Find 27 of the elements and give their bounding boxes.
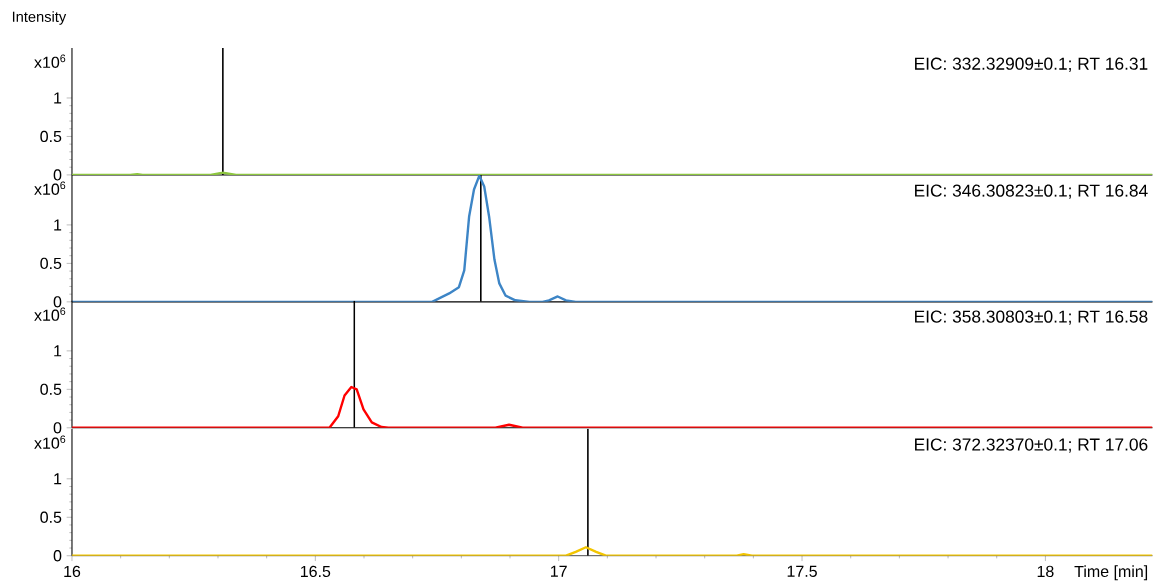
y-tick-label: 1 (54, 473, 62, 485)
text: x10$^{6}$ (34, 307, 66, 322)
y-tick-label: 0.5 (40, 130, 62, 143)
y-tick-label: 1 (54, 219, 62, 231)
x-tick-label: 18 (1037, 565, 1054, 578)
y-tick-label: 0 (53, 550, 62, 562)
y-tick-label: 1 (54, 92, 62, 104)
annotation: EIC: 358.30803±0.1; RT 16.58 (915, 310, 1148, 325)
y-tick-label: 0 (53, 422, 62, 434)
y-tick-label: 1 (54, 345, 62, 357)
x-tick-label: 17 (551, 565, 567, 577)
x-tick-label: 16 (64, 565, 81, 578)
x-axis-title: Time [min] (1074, 565, 1148, 581)
text: x10$^{6}$ (34, 435, 66, 449)
annotation: EIC: 372.32370±0.1; RT 17.06 (915, 438, 1148, 453)
y-tick-label: 0.5 (40, 511, 62, 524)
annotation: EIC: 332.32909±0.1; RT 16.31 (915, 57, 1148, 73)
y-axis-title: Intensity (12, 11, 67, 25)
text: x10$^{6}$ (34, 181, 66, 196)
y-tick-label: 0.5 (40, 383, 62, 396)
y-tick-label: 0.5 (40, 257, 62, 270)
annotation: EIC: 346.30823±0.1; RT 16.84 (915, 184, 1148, 199)
y-tick-label: 0 (53, 169, 62, 181)
x-tick-label: 16.5 (300, 565, 331, 578)
y-tick-label: 0 (53, 296, 62, 308)
x-tick-label: 17.5 (787, 565, 817, 578)
text: x10$^{6}$ (34, 54, 66, 69)
